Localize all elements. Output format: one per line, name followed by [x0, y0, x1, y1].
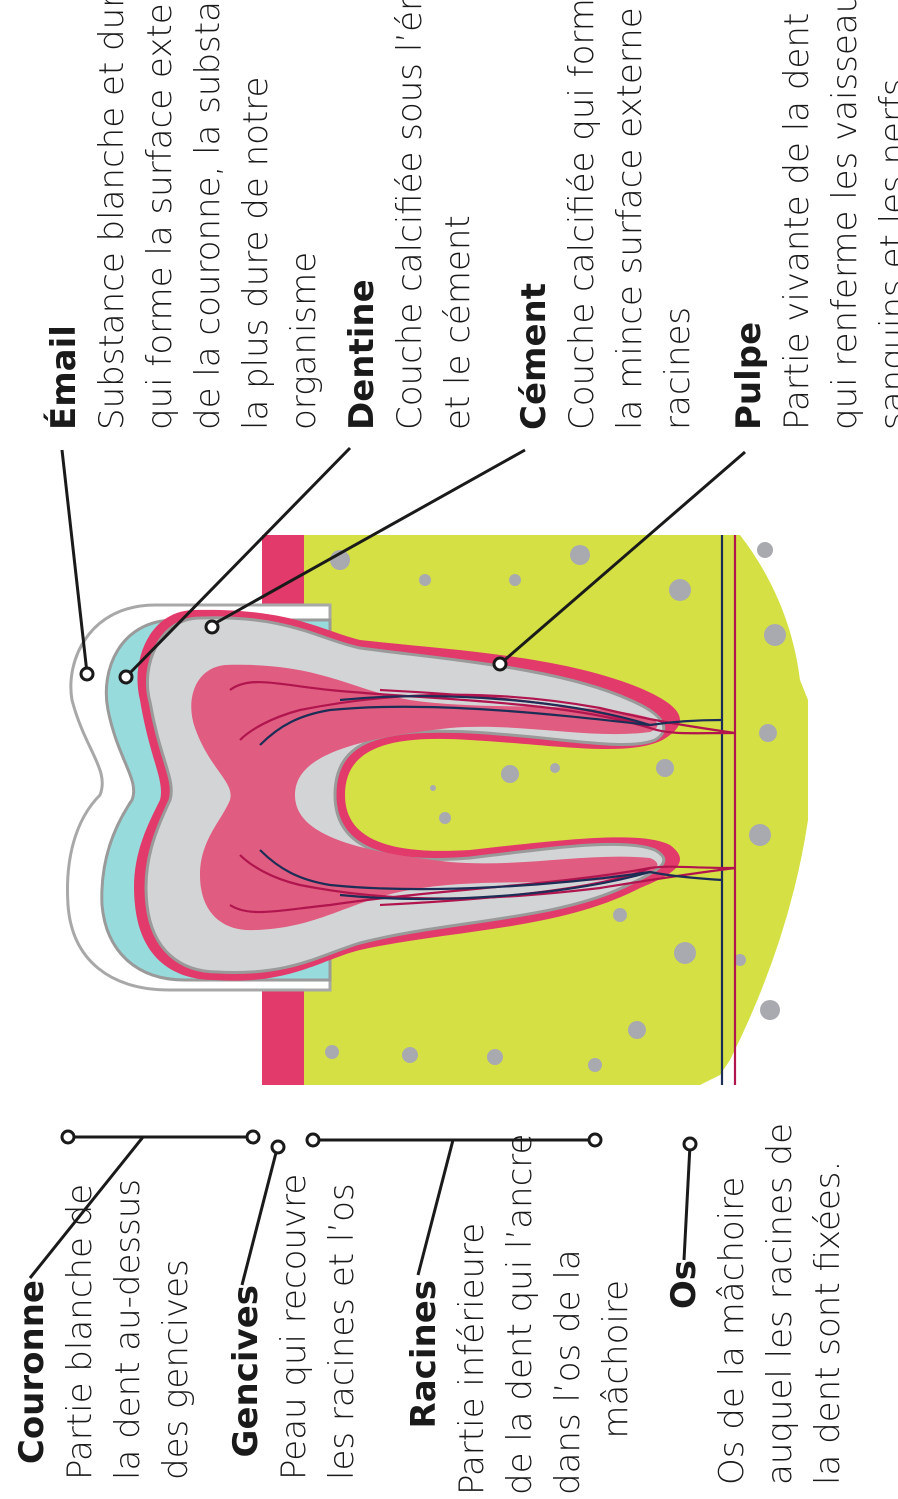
nerves-vessels — [229, 535, 737, 1085]
label-pulpe-line: Partie vivante de la dent — [777, 12, 817, 430]
label-gencives-title: Gencives — [226, 1285, 266, 1458]
label-email-line: Substance blanche et dure — [92, 0, 132, 430]
label-email-line: qui forme la surface externe — [140, 0, 180, 430]
label-email: Émail Substance blanche et dure qui form… — [40, 0, 328, 430]
label-os-title: Os — [664, 1260, 704, 1310]
label-cement-line: racines — [658, 306, 698, 430]
label-os: Os Os de la mâchoire auquel les racines … — [660, 1122, 852, 1485]
leader-email — [60, 449, 89, 674]
label-gencives-line: les racines et l’os — [322, 1183, 362, 1480]
label-couronne-title: Couronne — [12, 1280, 52, 1465]
label-racines-line: Partie inférieure — [452, 1222, 492, 1495]
label-dentine-line: et le cément — [438, 215, 478, 430]
label-email-title: Émail — [44, 325, 84, 430]
label-cement: Cément Couche calcifiée qui forme la min… — [510, 0, 702, 430]
leader-dentine — [124, 446, 352, 679]
label-gencives-line: Peau qui recouvre — [274, 1173, 314, 1480]
label-racines-line: dans l’os de la — [548, 1249, 588, 1495]
label-gencives: Gencives Peau qui recouvre les racines e… — [222, 1173, 366, 1480]
label-os-line: auquel les racines de — [760, 1122, 800, 1485]
label-racines-line: de la dent qui l’ancre — [500, 1133, 540, 1495]
label-email-line: la plus dure de notre — [236, 76, 276, 430]
leader-lines — [28, 446, 746, 1286]
label-cement-line: Couche calcifiée qui forme — [562, 0, 602, 430]
leader-couronne-2 — [28, 1136, 145, 1279]
pulp-chamber — [191, 664, 658, 931]
label-pulpe-line: qui renferme les vaisseaux — [825, 0, 865, 430]
label-couronne-line: la dent au-dessus — [108, 1178, 148, 1480]
label-couronne-line: des gencives — [156, 1259, 196, 1480]
leader-os — [682, 1144, 692, 1261]
label-cement-line: la mince surface externe des — [610, 0, 650, 430]
leader-racines-2 — [416, 1139, 455, 1276]
leader-cement — [211, 448, 526, 627]
label-couronne: Couronne Partie blanche de la dent au-de… — [8, 1178, 200, 1480]
label-email-line: de la couronne, la substance — [188, 0, 228, 430]
leader-pulpe — [499, 450, 746, 666]
label-pulpe-title: Pulpe — [729, 321, 769, 430]
label-email-line: organisme — [284, 251, 324, 430]
label-dentine-title: Dentine — [342, 279, 382, 430]
label-racines-line: mâchoire — [596, 1280, 636, 1439]
label-couronne-line: Partie blanche de — [60, 1183, 100, 1480]
label-racines-title: Racines — [404, 1280, 444, 1429]
label-os-line: Os de la mâchoire — [712, 1176, 752, 1485]
label-os-line: la dent sont fixées. — [808, 1160, 848, 1485]
label-pulpe: Pulpe Partie vivante de la dent qui renf… — [725, 0, 898, 430]
label-dentine-line: Couche calcifiée sous l’émail — [390, 0, 430, 430]
label-dentine: Dentine Couche calcifiée sous l’émail et… — [338, 0, 482, 430]
leader-endpoints — [60, 619, 698, 1155]
label-racines: Racines Partie inférieure de la dent qui… — [400, 1133, 640, 1495]
label-pulpe-line: sanguins et les nerfs — [873, 78, 898, 430]
label-cement-title: Cément — [514, 283, 554, 430]
leader-gencives — [240, 1144, 280, 1286]
